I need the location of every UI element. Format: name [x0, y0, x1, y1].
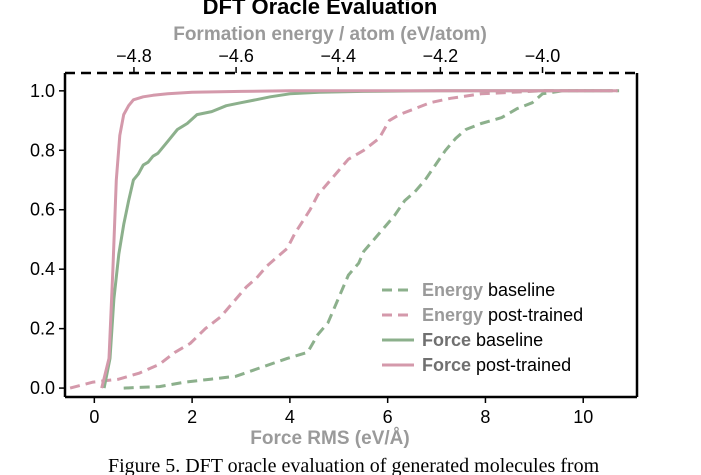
x-tick-label: 8	[480, 407, 490, 427]
x2-tick-label: −4.4	[320, 46, 356, 66]
y-axis-ticks: 0.0 0.2 0.4 0.6 0.8 1.0	[30, 81, 65, 398]
chart-title: DFT Oracle Evaluation	[203, 0, 438, 19]
legend-entry: Force post-trained	[422, 355, 571, 375]
x2-tick-label: −4.6	[218, 46, 254, 66]
y-tick-label: 0.8	[30, 140, 55, 160]
plot-frame	[63, 71, 639, 399]
y-tick-label: 0.0	[30, 378, 55, 398]
x-tick-label: 2	[187, 407, 197, 427]
top-axis-ticks: −4.8 −4.6 −4.4 −4.2 −4.0	[116, 46, 560, 73]
x-tick-label: 0	[89, 407, 99, 427]
x2-tick-label: −4.0	[525, 46, 561, 66]
legend-entry: Energy post-trained	[422, 305, 583, 325]
x2-tick-label: −4.2	[423, 46, 459, 66]
top-axis-label: Formation energy / atom (eV/atom)	[173, 24, 487, 45]
legend: Energy baseline Energy post-trained Force …	[382, 280, 583, 375]
x-tick-label: 6	[383, 407, 393, 427]
bottom-axis-label: Force RMS (eV/Å)	[250, 428, 409, 449]
series-line-3	[102, 89, 613, 389]
y-tick-label: 0.2	[30, 319, 55, 339]
figure-caption: Figure 5. DFT oracle evaluation of gener…	[108, 455, 600, 475]
bottom-axis-ticks: 0 2 4 6 8 10	[89, 397, 593, 427]
series-line-4	[100, 89, 613, 389]
x-tick-label: 10	[573, 407, 593, 427]
y-tick-label: 0.4	[30, 259, 55, 279]
series-line-1	[123, 89, 620, 390]
series-line-2	[69, 89, 620, 390]
legend-entry: Force baseline	[422, 330, 543, 350]
legend-entry: Energy baseline	[422, 280, 555, 300]
x-tick-label: 4	[285, 407, 295, 427]
y-tick-label: 1.0	[30, 81, 55, 101]
x2-tick-label: −4.8	[116, 46, 152, 66]
series-layer	[69, 89, 620, 390]
y-tick-label: 0.6	[30, 200, 55, 220]
